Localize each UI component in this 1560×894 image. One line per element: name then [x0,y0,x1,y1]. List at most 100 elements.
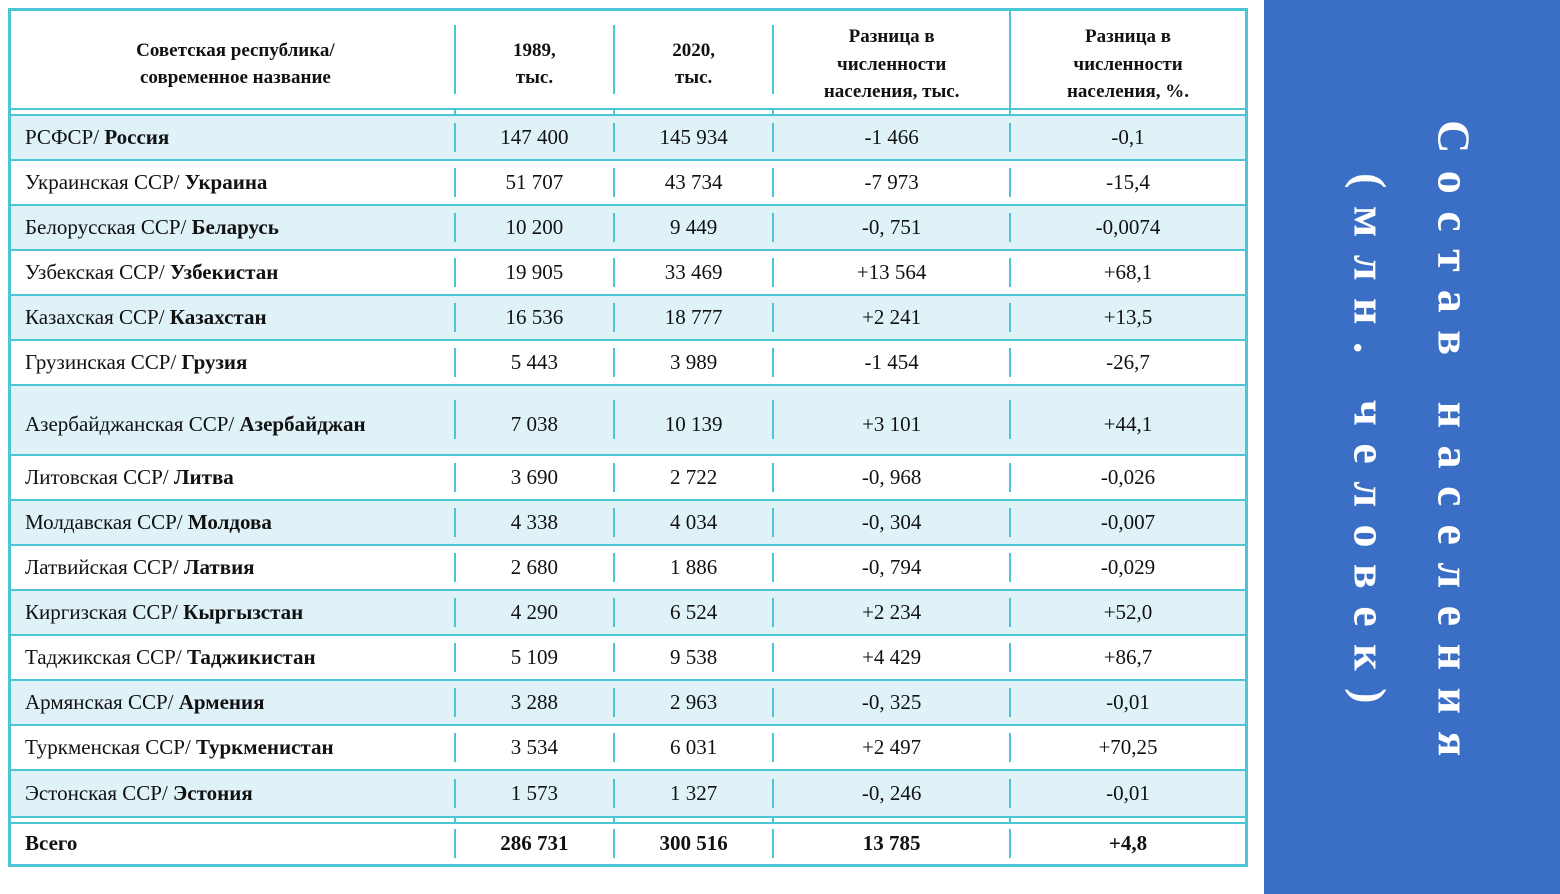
pop-2020-cell: 6 524 [615,597,775,627]
pop-2020: 10 139 [664,412,723,437]
diff-percent-cell: -0,007 [1011,508,1245,537]
pop-1989: 3 534 [510,734,559,759]
modern-country-name: Беларусь [191,214,279,239]
diff-thousands: +2 241 [862,304,922,329]
diff-percent-cell: +86,7 [1011,643,1245,672]
diff-thousands: +13 564 [856,259,927,284]
pop-1989: 2 680 [510,554,559,579]
diff-percent: -26,7 [1106,349,1150,374]
table-row: Казахская ССР/ Казахстан 16 536 18 777 +2 2… [11,295,1245,341]
soviet-republic-name: Таджикская ССР/ [25,644,187,669]
republic-cell: Грузинская ССР/ Грузия [11,347,456,377]
modern-country-name: Армения [178,689,265,714]
diff-thousands: -7 973 [864,169,919,194]
pop-2020-cell: 2 722 [615,462,775,492]
pop-1989: 19 905 [505,259,564,284]
pop-2020-cell: 18 777 [615,302,775,332]
republic-cell: Казахская ССР/ Казахстан [11,302,456,332]
pop-1989: 4 338 [510,509,559,534]
pop-2020: 9 449 [669,214,718,239]
pop-1989-cell: 5 443 [456,347,616,377]
table-row: Азербайджанская ССР/ Азербайджан 7 038 10 … [11,385,1245,456]
pop-2020: 3 989 [669,349,718,374]
diff-thousands: -0, 304 [861,509,922,534]
republic-cell: Литовская ССР/ Литва [11,462,456,492]
diff-thousands: -0, 751 [861,214,922,239]
pop-2020-cell: 2 963 [615,687,775,717]
table-row: Армянская ССР/ Армения 3 288 2 963 -0, 325 -… [11,680,1245,726]
diff-percent-cell: -0,01 [1011,779,1245,808]
soviet-republic-name: Армянская ССР/ [25,689,179,714]
pop-2020: 6 524 [669,599,718,624]
header-diff-thousands: Разница в численности населения, тыс. [774,11,1012,108]
soviet-republic-name: Азербайджанская ССР/ [25,412,240,437]
diff-percent: +52,0 [1103,599,1153,624]
modern-country-name: Литва [173,464,234,489]
diff-thousands: -0, 968 [861,464,922,489]
modern-country-name: Грузия [181,349,248,374]
pop-1989-cell: 5 109 [456,642,616,672]
total-1989: 286 731 [456,829,616,859]
header-2020: 2020, тыс. [615,24,775,94]
modern-country-name: Украина [184,169,268,194]
diff-percent: +70,25 [1098,734,1158,759]
diff-thousands: +3 101 [862,412,922,437]
modern-country-name: Казахстан [169,304,267,329]
table-row: Грузинская ССР/ Грузия 5 443 3 989 -1 454 -2… [11,341,1245,386]
table-row: Киргизская ССР/ Кыргызстан 4 290 6 524 +2 2… [11,590,1245,636]
pop-1989: 51 707 [505,169,564,194]
diff-percent-cell: -15,4 [1011,168,1245,197]
pop-1989-cell: 4 290 [456,597,616,627]
diff-percent: -0,007 [1100,509,1156,534]
republic-cell: Киргизская ССР/ Кыргызстан [11,597,456,627]
soviet-republic-name: Украинская ССР/ [25,169,185,194]
soviet-republic-name: Киргизская ССР/ [25,599,184,624]
diff-thousands-cell: +3 101 [774,400,1012,440]
diff-percent-cell: -26,7 [1011,348,1245,377]
republic-cell: Молдавская ССР/ Молдова [11,507,456,537]
total-diff-pct: +4,8 [1108,831,1148,856]
diff-percent: +13,5 [1103,304,1153,329]
pop-2020: 6 031 [669,734,718,759]
pop-2020: 33 469 [664,259,723,284]
soviet-republic-name: Туркменская ССР/ [25,734,197,759]
modern-country-name: Латвия [183,554,255,579]
pop-1989: 5 443 [510,349,559,374]
pop-2020-cell: 33 469 [615,257,775,287]
pop-1989: 10 200 [505,214,564,239]
republic-cell: Латвийская ССР/ Латвия [11,552,456,582]
soviet-republic-name: Латвийская ССР/ [25,554,184,579]
diff-thousands-cell: -1 454 [774,347,1012,377]
soviet-republic-name: Эстонская ССР/ [25,780,174,805]
soviet-republic-name: Узбекская ССР/ [25,259,170,284]
table-row: Украинская ССР/ Украина 51 707 43 734 -7 97… [11,161,1245,206]
diff-percent: -0,1 [1111,124,1145,149]
pop-1989: 1 573 [510,780,559,805]
pop-1989-cell: 7 038 [456,400,616,440]
pop-2020-cell: 3 989 [615,347,775,377]
diff-thousands-cell: -0, 968 [774,462,1012,492]
sidebar-panel: Состав населения (млн. человек) [1264,0,1560,894]
republic-cell: Таджикская ССР/ Таджикистан [11,642,456,672]
total-2020: 300 516 [615,829,775,859]
diff-percent-cell: +52,0 [1011,598,1245,627]
pop-2020: 4 034 [669,509,718,534]
table-row: Молдавская ССР/ Молдова 4 338 4 034 -0, 304… [11,500,1245,546]
diff-percent-cell: -0,026 [1011,463,1245,492]
republic-cell: Украинская ССР/ Украина [11,167,456,197]
pop-2020: 2 963 [669,689,718,714]
pop-1989-cell: 16 536 [456,302,616,332]
pop-1989: 3 288 [510,689,559,714]
table-row: Латвийская ССР/ Латвия 2 680 1 886 -0, 794 -… [11,546,1245,591]
modern-country-name: Туркменистан [196,734,334,759]
table-body: РСФСР/ Россия 147 400 145 934 -1 466 -0,1 Укр… [11,115,1245,816]
sidebar-title-line2: (млн. человек) [1345,173,1396,721]
soviet-republic-name: Грузинская ССР/ [25,349,182,374]
diff-percent-cell: -0,01 [1011,688,1245,717]
diff-percent: +68,1 [1103,259,1153,284]
republic-cell: РСФСР/ Россия [11,122,456,152]
diff-thousands: -1 466 [864,124,919,149]
diff-percent-cell: -0,029 [1011,553,1245,582]
pop-2020: 9 538 [669,644,718,669]
sidebar-title-line1: Состав населения [1428,120,1480,774]
